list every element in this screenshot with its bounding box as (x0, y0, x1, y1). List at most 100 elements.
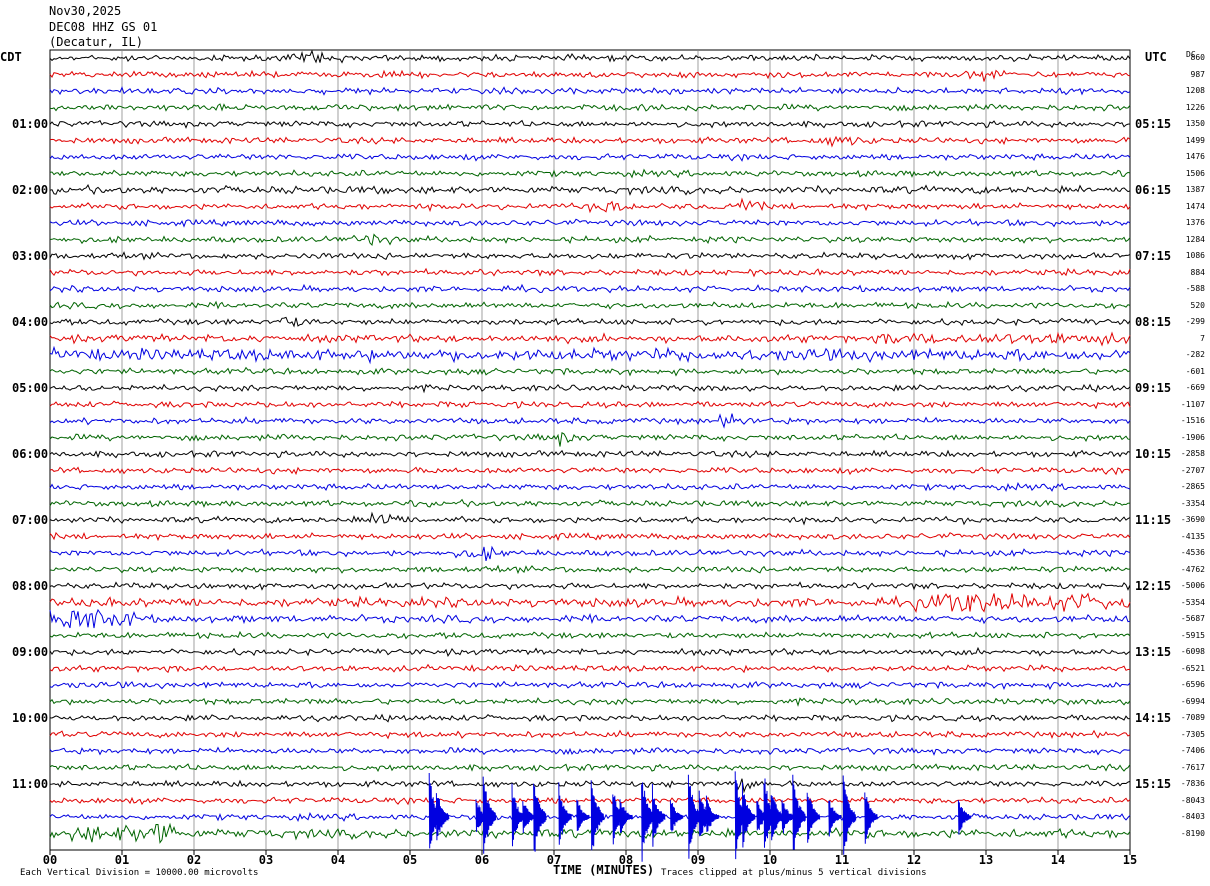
utc-time-label: 10:15 (1135, 447, 1172, 461)
x-axis-title: TIME (MINUTES) (553, 863, 655, 877)
trace-row (49, 331, 1131, 347)
dc-offset-label: -2707 (1180, 465, 1205, 475)
date-label: Nov30,2025 (49, 4, 122, 18)
utc-time-label: 07:15 (1135, 249, 1172, 263)
dc-offset-label: -8043 (1180, 795, 1205, 805)
dc-offset-label: -6596 (1180, 680, 1205, 689)
trace-row (49, 413, 1131, 429)
trace-row (49, 812, 1131, 822)
dc-offset-label: -5915 (1180, 630, 1205, 640)
dc-offset-label: -4762 (1180, 564, 1205, 574)
dc-offset-label: 1350 (1185, 119, 1205, 128)
trace-row (49, 796, 1131, 806)
dc-offset-label: -7089 (1180, 713, 1205, 722)
trace-row (49, 729, 1131, 740)
trace-row (49, 69, 1131, 82)
dc-offset-label: 1476 (1185, 152, 1205, 161)
dc-offset-label: 1086 (1185, 251, 1205, 260)
clipped-burst (792, 774, 806, 850)
trace-row (49, 511, 1131, 526)
trace-row (49, 135, 1131, 148)
clipped-burst (806, 792, 821, 843)
clipped-burst (741, 782, 756, 848)
dc-offset-label: -6098 (1180, 647, 1205, 656)
dc-offset-label: 1474 (1185, 201, 1205, 211)
left-timezone-label: CDT (0, 50, 22, 64)
dc-offset-label: 7 (1200, 333, 1205, 343)
clipped-burst (641, 782, 655, 862)
clipped-burst (781, 799, 795, 834)
trace-row (49, 608, 1131, 629)
x-tick-label: 07 (547, 853, 561, 867)
dc-offset-label: 1226 (1185, 102, 1205, 112)
trace-row (49, 663, 1131, 674)
dc-offset-label: -2858 (1180, 449, 1205, 458)
dc-offset-label: 987 (1190, 69, 1205, 79)
dc-offset-label: -7617 (1180, 762, 1205, 772)
trace-row (49, 184, 1131, 196)
dc-offset-label: -5006 (1180, 581, 1205, 590)
dc-offset-label: 1499 (1185, 135, 1205, 145)
trace-row (49, 197, 1131, 214)
x-tick-label: 14 (1051, 853, 1065, 867)
trace-row (49, 345, 1131, 365)
clipped-burst (864, 792, 878, 844)
dc-offset-label: 860 (1190, 53, 1205, 62)
cdt-time-label: 09:00 (12, 645, 49, 659)
utc-time-label: 09:15 (1135, 381, 1172, 395)
clipped-burst (533, 783, 547, 852)
trace-row (49, 218, 1131, 228)
trace-row (49, 49, 1131, 64)
cdt-time-label: 07:00 (12, 513, 49, 527)
trace-row (49, 713, 1131, 723)
trace-row (49, 153, 1131, 162)
dc-offset-label: -8403 (1180, 812, 1205, 821)
clipped-burst (590, 780, 605, 851)
dc-offset-label: 1284 (1185, 234, 1205, 244)
x-tick-label: 00 (43, 853, 57, 867)
grid-lines (49, 49, 1131, 851)
trace-row (49, 283, 1131, 294)
trace-row (49, 251, 1131, 261)
dc-header-label: DC (1186, 50, 1196, 59)
cdt-time-label: 03:00 (12, 249, 49, 263)
dc-offset-label: -5354 (1180, 597, 1205, 607)
cdt-time-label: 01:00 (12, 117, 49, 131)
dc-offset-label: -669 (1185, 383, 1205, 392)
cdt-time-label: 02:00 (12, 183, 49, 197)
utc-time-label: 13:15 (1135, 645, 1172, 659)
dc-offset-label: 1208 (1185, 86, 1205, 95)
dc-offset-label: -3354 (1180, 498, 1205, 508)
dc-offset-label: -4536 (1180, 548, 1205, 557)
x-tick-label: 10 (763, 853, 777, 867)
utc-time-label: 11:15 (1135, 513, 1172, 527)
clipped-burst (687, 774, 702, 859)
trace-row (49, 400, 1131, 410)
trace-row (49, 630, 1131, 640)
x-tick-label: 15 (1123, 853, 1137, 867)
clipped-burst (957, 800, 972, 835)
cdt-time-label: 05:00 (12, 381, 49, 395)
clipped-burst (651, 783, 666, 847)
dc-offset-label: -1906 (1180, 432, 1205, 442)
dc-offset-label: -7836 (1180, 779, 1205, 788)
clipped-burst (576, 799, 590, 832)
clipped-burst (842, 775, 857, 855)
x-axis: 00 01 02 03 04 05 06 07 08 09 10 11 12 13 14 15 (43, 850, 1137, 867)
utc-time-label: 05:15 (1135, 117, 1172, 131)
x-tick-label: 13 (979, 853, 993, 867)
trace-row (49, 564, 1131, 575)
trace-row (49, 449, 1131, 459)
trace-row (49, 646, 1131, 657)
clipped-burst (482, 776, 497, 854)
trace-row (49, 168, 1131, 179)
x-tick-label: 01 (115, 853, 129, 867)
dc-offset-label: -4135 (1180, 531, 1205, 541)
trace-row (49, 581, 1131, 591)
trace-row (49, 103, 1131, 112)
dc-offset-label: 1387 (1185, 185, 1205, 194)
clipped-burst (770, 795, 785, 841)
trace-row (49, 778, 1131, 794)
cdt-time-label: 11:00 (12, 777, 49, 791)
